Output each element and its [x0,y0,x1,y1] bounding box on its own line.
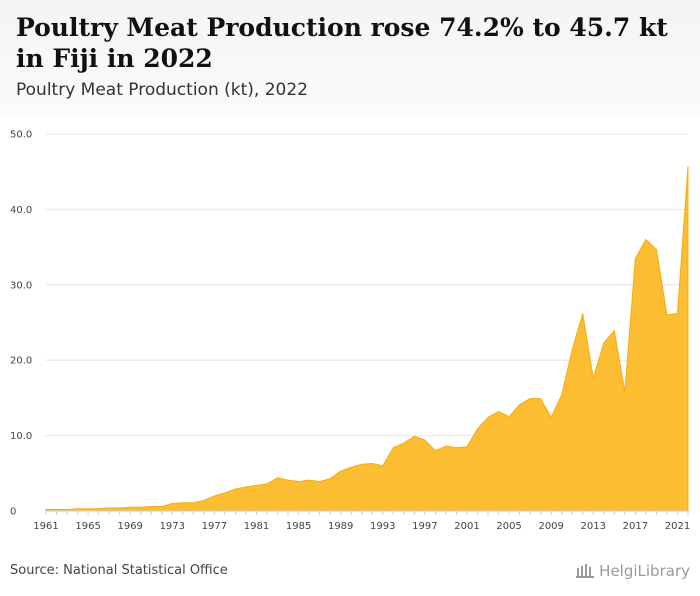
x-tick-label: 1977 [202,521,227,532]
brand-name: HelgiLibrary [599,562,690,580]
header: Poultry Meat Production rose 74.2% to 45… [0,0,700,114]
brand-logo[interactable]: HelgiLibrary [575,562,690,580]
y-axis-ticks: 0 10.0 20.0 30.0 40.0 50.0 [10,130,32,518]
x-tick-label: 2009 [538,521,563,532]
x-tick-label: 2017 [623,521,648,532]
x-tick-label: 1965 [75,521,100,532]
x-tick-label: 1973 [160,521,185,532]
x-tick-label: 1985 [286,521,311,532]
y-tick-label: 50.0 [10,130,32,141]
area-chart: 010.020.030.040.050.0 1961 1965 1969 1973 19… [10,130,690,533]
library-columns-icon [576,564,595,578]
y-tick-label: 40.0 [10,205,32,216]
y-tick-label: 0 [10,507,16,518]
y-tick-label: 10.0 [10,431,32,442]
x-tick-label: 1997 [412,521,437,532]
x-tick-label: 1989 [328,521,353,532]
chart-subtitle: Poultry Meat Production (kt), 2022 [16,80,308,100]
x-tick-label: 2001 [454,521,479,532]
x-tick-label: 2021 [665,521,690,532]
x-axis-ticks: 1961 1965 1969 1973 1977 1981 1985 1989 1993 1997… [33,511,690,532]
x-tick-label: 1993 [370,521,395,532]
x-tick-label: 2013 [581,521,606,532]
data-area [45,166,689,512]
y-tick-label: 20.0 [10,356,32,367]
x-tick-label: 1969 [117,521,142,532]
x-tick-label: 1961 [33,521,58,532]
x-tick-label: 1981 [244,521,269,532]
source-note: Source: National Statistical Office [10,563,228,578]
x-tick-label: 2005 [496,521,521,532]
page-title: Poultry Meat Production rose 74.2% to 45… [16,13,668,73]
y-tick-label: 30.0 [10,280,32,291]
